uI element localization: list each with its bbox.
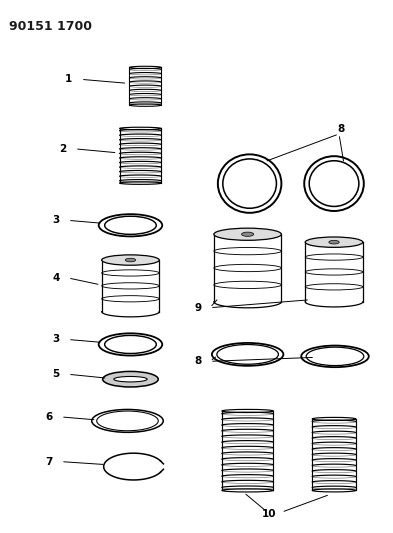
Ellipse shape (242, 232, 254, 236)
Text: 90151 1700: 90151 1700 (9, 20, 92, 33)
Text: 1: 1 (65, 74, 73, 84)
Text: 3: 3 (52, 335, 60, 344)
Ellipse shape (214, 228, 281, 240)
Polygon shape (305, 242, 363, 302)
Polygon shape (214, 234, 281, 302)
Text: 2: 2 (59, 144, 66, 154)
Polygon shape (102, 260, 159, 312)
Text: 7: 7 (45, 457, 53, 466)
Text: 3: 3 (52, 215, 60, 225)
Ellipse shape (103, 372, 158, 387)
Text: 6: 6 (46, 412, 53, 422)
Text: 8: 8 (337, 124, 345, 134)
Text: 4: 4 (52, 273, 60, 283)
Text: 8: 8 (195, 357, 202, 366)
Text: 5: 5 (52, 369, 60, 379)
Ellipse shape (329, 240, 339, 244)
Ellipse shape (114, 376, 147, 382)
Ellipse shape (102, 255, 159, 265)
Text: 10: 10 (262, 509, 277, 519)
Ellipse shape (305, 237, 363, 247)
Ellipse shape (125, 258, 136, 262)
Text: 9: 9 (195, 303, 202, 313)
